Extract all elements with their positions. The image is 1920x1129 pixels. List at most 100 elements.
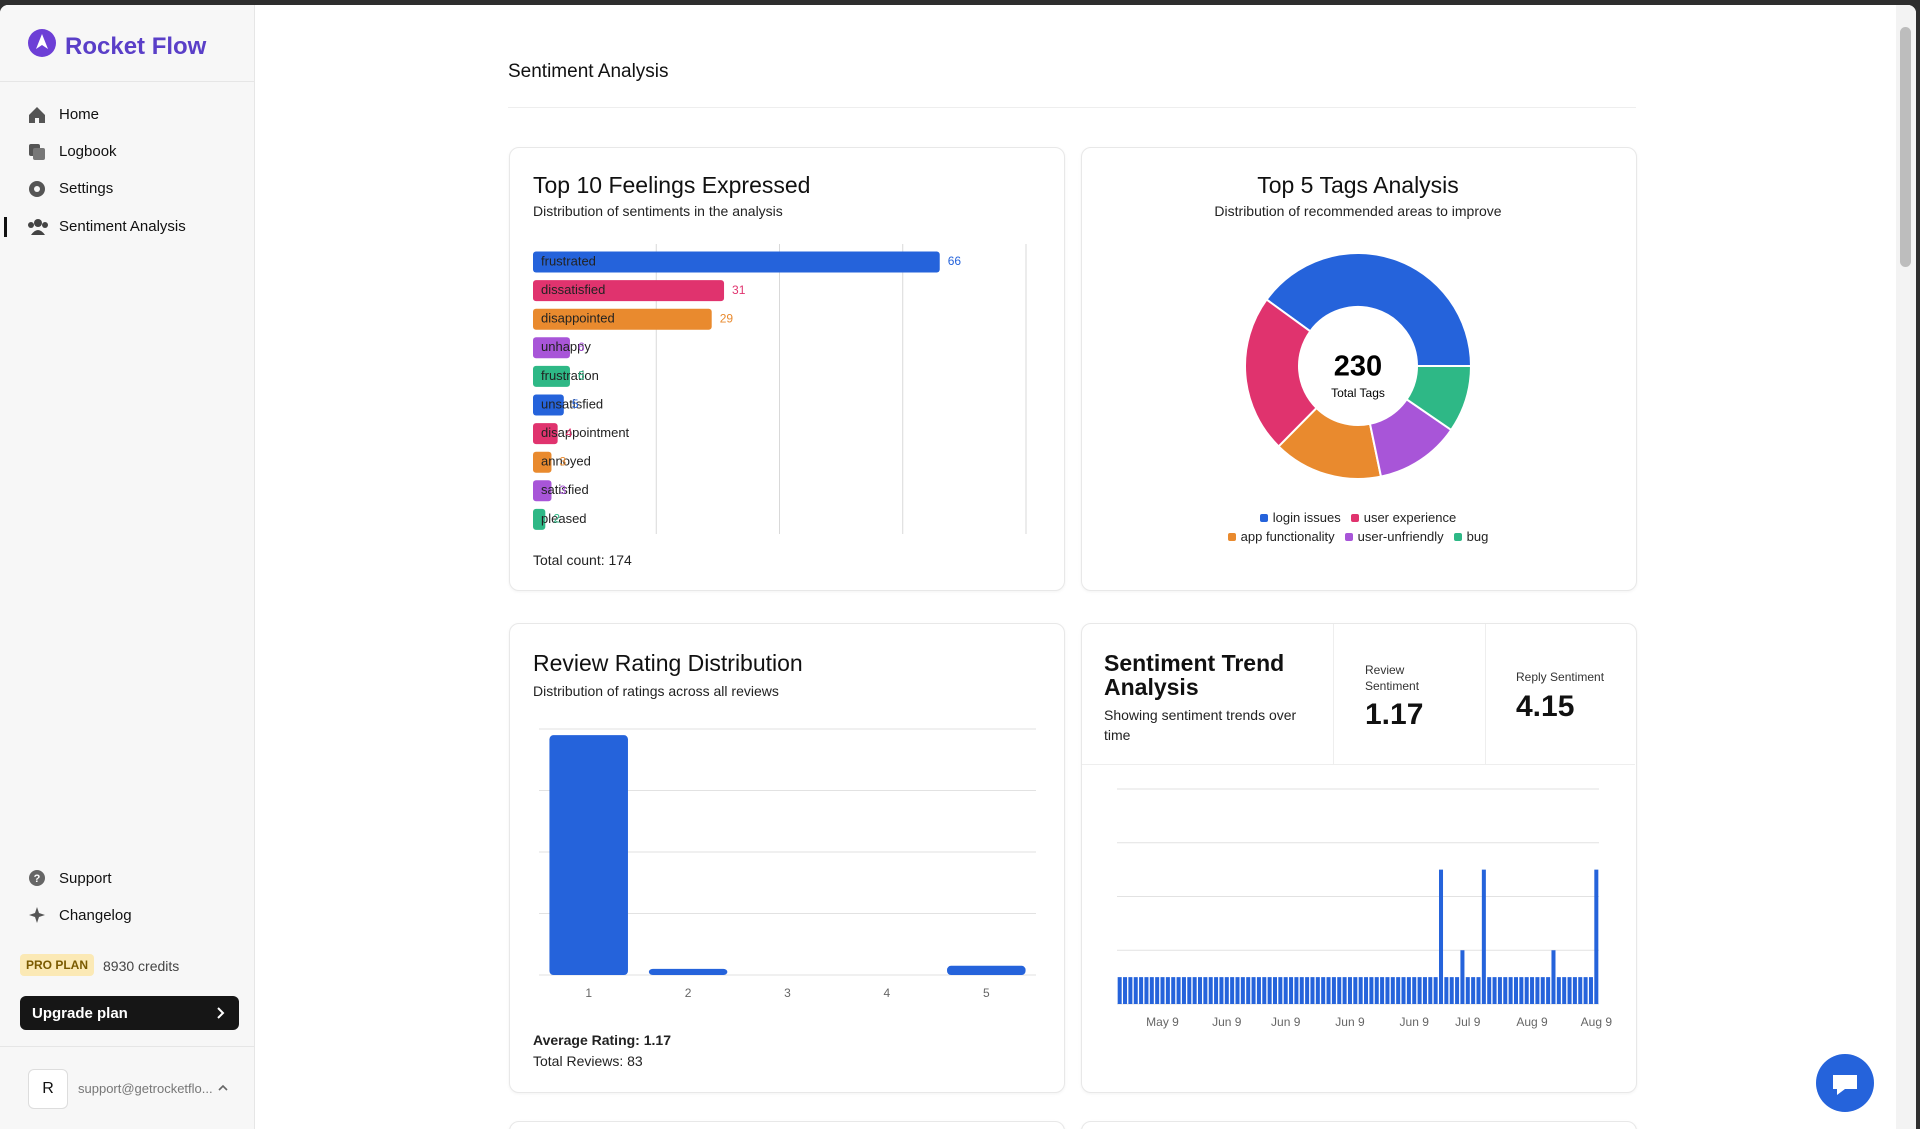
bar — [533, 423, 558, 445]
bar-label: pleased — [541, 511, 587, 526]
users-icon — [28, 219, 48, 235]
legend-swatch — [1227, 533, 1236, 541]
bar — [1540, 977, 1545, 1004]
next-card — [509, 1121, 1065, 1129]
nav-item[interactable]: Settings — [59, 180, 114, 197]
scrollbar[interactable] — [1896, 5, 1916, 1129]
bar — [1481, 869, 1486, 1004]
nav-item[interactable]: Changelog — [59, 907, 132, 924]
legend-item[interactable]: login issues — [1259, 510, 1341, 525]
bar — [1176, 977, 1181, 1004]
value-label: 4 — [566, 426, 573, 440]
bar — [1358, 977, 1363, 1004]
legend-item[interactable]: user-unfriendly — [1344, 529, 1444, 544]
bar — [1262, 977, 1267, 1004]
bar — [1144, 977, 1149, 1004]
bar — [1551, 950, 1556, 1004]
x-tick-label: 2 — [685, 986, 692, 1000]
legend-item[interactable]: bug — [1453, 529, 1488, 544]
nav-item[interactable]: Support — [59, 870, 112, 887]
x-tick-label: Jun 9 — [1335, 1015, 1365, 1029]
bar — [1208, 977, 1213, 1004]
bar — [1219, 977, 1224, 1004]
legend-swatch — [1453, 533, 1462, 541]
bar — [1396, 977, 1401, 1004]
bar — [1123, 977, 1128, 1004]
bar — [1294, 977, 1299, 1004]
bar — [1289, 977, 1294, 1004]
bar — [1519, 977, 1524, 1004]
bar — [1567, 977, 1572, 1004]
bar — [1117, 977, 1122, 1004]
bar — [1214, 977, 1219, 1004]
value-label: 5 — [572, 397, 579, 411]
legend-label: user experience — [1363, 510, 1457, 525]
bar — [1128, 977, 1133, 1004]
x-tick-label: May 9 — [1146, 1015, 1179, 1029]
bar-label: unhappy — [541, 339, 591, 354]
x-tick-label: 3 — [784, 986, 791, 1000]
bar — [1535, 977, 1540, 1004]
bar — [1562, 977, 1567, 1004]
bar — [1272, 977, 1277, 1004]
stat-label: Review Sentiment — [1365, 663, 1420, 693]
logbook-icon — [29, 144, 45, 160]
bar — [1331, 977, 1336, 1004]
bar-label: dissatisfied — [541, 282, 605, 297]
bar — [1305, 977, 1310, 1004]
value-label: 31 — [732, 283, 746, 297]
bar — [1230, 977, 1235, 1004]
bar — [1572, 977, 1577, 1004]
legend-label: user-unfriendly — [1357, 529, 1444, 544]
value-label: 3 — [559, 483, 566, 497]
x-tick-label: Aug 9 — [1581, 1015, 1613, 1029]
trend-chart: May 9 Jun 9 Jun 9 Jun 9 Jun 9 Jul 9 Aug 9 Aug 9 — [1117, 788, 1613, 1029]
bar — [1369, 977, 1374, 1004]
bar — [1337, 977, 1342, 1004]
bar — [1406, 977, 1411, 1004]
nav-item[interactable]: Logbook — [59, 143, 117, 160]
stat-value: 1.17 — [1365, 698, 1424, 731]
bar — [1278, 977, 1283, 1004]
bar — [1385, 977, 1390, 1004]
avatar[interactable]: R — [28, 1069, 68, 1109]
scroll-thumb[interactable] — [1900, 27, 1911, 267]
bar — [1139, 977, 1144, 1004]
bar — [533, 251, 940, 273]
legend: login issues user experience app functiona… — [1203, 510, 1513, 544]
legend-item[interactable]: app functionality — [1227, 529, 1335, 544]
card-title: Top 5 Tags Analysis — [1257, 172, 1459, 198]
divider — [1082, 764, 1635, 765]
bar — [1342, 977, 1347, 1004]
divider — [0, 81, 254, 82]
nav-item[interactable]: Sentiment Analysis — [59, 218, 186, 235]
next-card — [1081, 1121, 1637, 1129]
bar — [1187, 977, 1192, 1004]
divider — [1333, 624, 1334, 764]
user-email[interactable]: support@getrocketflo... — [78, 1081, 213, 1096]
bar — [648, 968, 728, 975]
nav-item[interactable]: Home — [59, 106, 100, 123]
value-label: 3 — [559, 454, 566, 468]
legend-label: login issues — [1272, 510, 1341, 525]
divider — [508, 107, 1636, 108]
bar — [1310, 977, 1315, 1004]
bar — [1497, 977, 1502, 1004]
plan-badge: PRO PLAN — [20, 954, 95, 976]
chat-button[interactable] — [1815, 1053, 1875, 1113]
bar — [1256, 977, 1261, 1004]
upgrade-button[interactable]: Upgrade plan — [20, 996, 239, 1030]
card-title: Sentiment Trend Analysis — [1104, 650, 1285, 700]
bar — [1203, 977, 1208, 1004]
x-tick-label: Jun 9 — [1400, 1015, 1430, 1029]
bar — [1353, 977, 1358, 1004]
bar — [1412, 977, 1417, 1004]
x-tick-label: 5 — [983, 986, 990, 1000]
card-subtitle: Distribution of recommended areas to imp… — [1214, 203, 1502, 219]
legend-item[interactable]: user experience — [1350, 510, 1457, 525]
sidebar: Rocket Flow Home Logbook Settings Sentim… — [0, 5, 255, 1129]
credits: 8930 credits — [103, 958, 180, 974]
card-subtitle: Distribution of sentiments in the analys… — [533, 203, 783, 219]
divider — [1485, 624, 1486, 764]
divider — [0, 1046, 254, 1047]
